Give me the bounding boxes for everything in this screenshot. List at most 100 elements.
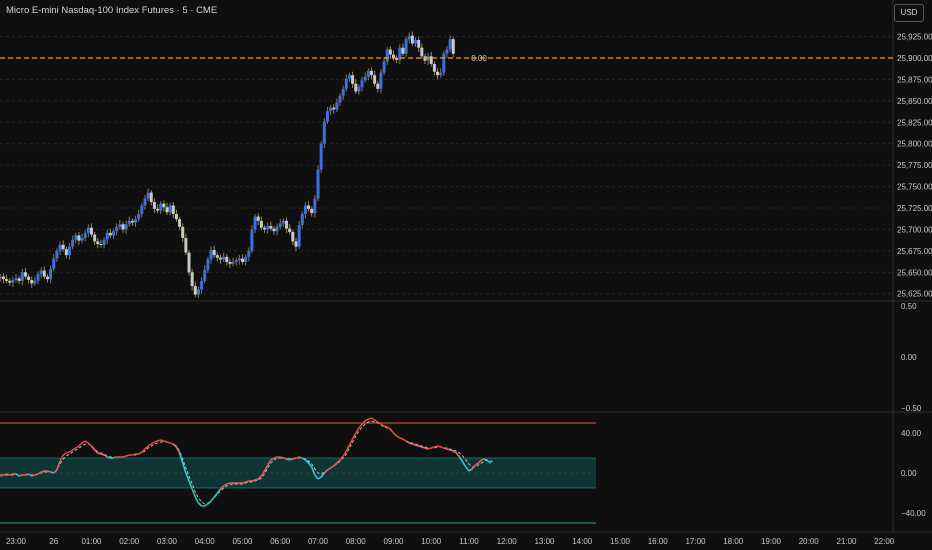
price-axis-label: 25,800.00 (897, 140, 932, 149)
candle-body (27, 276, 31, 280)
oscillator-fast-segment (53, 469, 58, 474)
oscillator-fast-segment (339, 455, 344, 461)
candle-body (237, 258, 241, 261)
candle-body (99, 244, 103, 245)
oscillator-fast-segment (364, 418, 369, 422)
candle-body (77, 235, 81, 241)
candle-body (218, 257, 222, 260)
candle-body (30, 280, 34, 284)
oscillator-fast-segment (106, 456, 111, 459)
oscillator-fast-segment (122, 455, 127, 458)
oscillator-fast-segment (458, 456, 464, 463)
oscillator-fast-segment (330, 465, 335, 469)
oscillator-fast-segment (242, 481, 246, 484)
candle-body (395, 58, 399, 60)
candle-body (256, 216, 260, 221)
candle-body (206, 259, 210, 270)
candle-body (64, 249, 68, 256)
candle-body (0, 276, 2, 279)
candle-body (152, 202, 156, 209)
oscillator-fast-segment (28, 473, 33, 477)
candle-body (366, 70, 370, 77)
oscillator-fast-segment (6, 473, 10, 476)
oscillator-fast-segment (191, 488, 197, 498)
oscillator-fast-segment (342, 450, 347, 457)
oscillator-fast-segment (408, 442, 413, 445)
candle-body (234, 260, 238, 262)
candle-body (159, 203, 163, 211)
oscillator-fast-segment (81, 440, 86, 444)
candle-body (319, 143, 323, 170)
candle-body (303, 205, 307, 214)
candle-body (253, 216, 257, 230)
candle-body (121, 224, 125, 230)
oscillator-fast-segment (323, 469, 328, 474)
oscillator-fast-segment (25, 473, 29, 476)
time-axis-label: 05:00 (232, 537, 253, 546)
oscillator-fast-segment (474, 462, 479, 466)
candle-body (322, 121, 326, 144)
oscillator-fast-segment (0, 474, 4, 477)
candle-body (281, 220, 285, 224)
oscillator-fast-segment (9, 473, 14, 476)
candle-body (414, 40, 418, 44)
time-axis-label: 18:00 (723, 537, 744, 546)
oscillator-fast-segment (263, 464, 269, 472)
oscillator-fast-segment (188, 480, 193, 490)
oscillator-fast-segment (210, 496, 215, 502)
oscillator-fast-segment (358, 423, 363, 429)
price-axis-label: 25,825.00 (897, 118, 932, 127)
candle-body (86, 227, 90, 233)
candle-body (187, 252, 191, 273)
oscillator-fast-segment (295, 456, 300, 459)
oscillator-axis-label: 0.00 (901, 469, 917, 478)
price-axis-label: 25,625.00 (897, 290, 932, 299)
time-axis-label: 21:00 (836, 537, 857, 546)
time-axis-label: 16:00 (648, 537, 669, 546)
currency-button[interactable]: USD (894, 4, 924, 22)
candle-body (439, 72, 443, 76)
oscillator-fast-segment (424, 447, 429, 450)
oscillator-fast-segment (455, 452, 461, 458)
time-axis-label: 14:00 (572, 537, 593, 546)
time-axis-label: 11:00 (459, 537, 479, 546)
time-axis-label: 20:00 (799, 537, 820, 546)
time-axis-label: 19:00 (761, 537, 782, 546)
oscillator-fast-segment (310, 466, 316, 476)
candle-body (58, 244, 62, 251)
candle-body (209, 250, 213, 260)
candle-body (118, 224, 122, 227)
price-axis-label: 25,925.00 (897, 33, 932, 42)
candle-body (310, 208, 314, 214)
candle-body (140, 205, 144, 214)
time-axis-label: 04:00 (195, 537, 216, 546)
oscillator-fast-segment (56, 460, 61, 471)
candle-body (259, 220, 263, 228)
oscillator-fast-segment (69, 449, 74, 453)
time-axis-label: 22:00 (874, 537, 895, 546)
oscillator-fast-segment (257, 475, 262, 480)
candle-body (376, 83, 380, 89)
oscillator-fast-segment (431, 446, 435, 449)
middle-axis-label: 0.50 (901, 302, 917, 311)
oscillator-fast-segment (207, 500, 212, 505)
candle-body (168, 205, 172, 213)
middle-axis-label: 0.00 (901, 353, 917, 362)
oscillator-fast-segment (481, 458, 485, 461)
oscillator-fast-segment (468, 468, 473, 472)
candle-body (174, 214, 178, 220)
candle-body (228, 262, 232, 264)
price-axis-label: 25,725.00 (897, 204, 932, 213)
oscillator-fast-segment (15, 473, 20, 477)
candle-body (196, 289, 200, 295)
oscillator-fast-segment (169, 442, 174, 445)
time-axis-label: 01:00 (81, 537, 102, 546)
candle-body (42, 270, 46, 277)
oscillator-fast-segment (412, 443, 416, 446)
oscillator-fast-segment (327, 467, 332, 471)
candle-body (300, 214, 304, 226)
candle-body (112, 231, 116, 236)
time-axis-label: 10:00 (421, 537, 442, 546)
oscillator-fast-segment (157, 439, 161, 442)
